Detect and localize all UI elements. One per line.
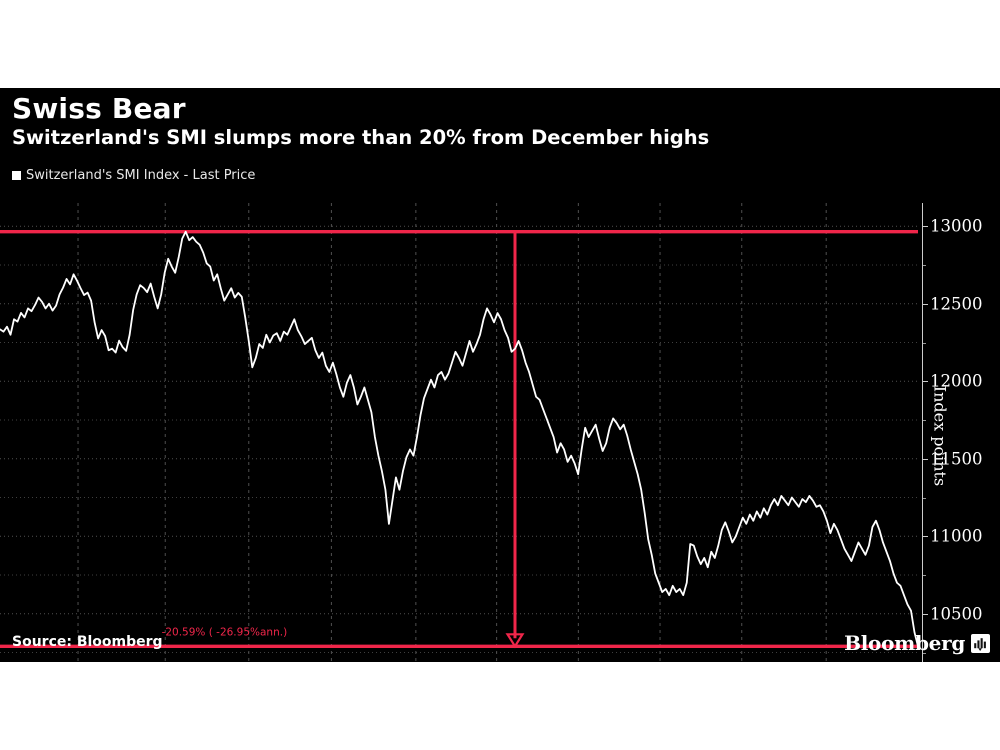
chart-footer: Source: Bloomberg Bloomberg [0, 628, 1000, 662]
chart-subtitle: Switzerland's SMI slumps more than 20% f… [12, 126, 710, 150]
y-tick-mark [922, 303, 928, 305]
series-line-smi [0, 230, 918, 648]
gridlines-major [0, 225, 918, 615]
y-tick-label: 11000 [930, 526, 983, 546]
y-minor-tick-mark [922, 265, 926, 266]
y-axis: Index points 10500 11000 11500 12000 12500 13… [922, 203, 992, 662]
y-tick-label: 12000 [930, 371, 983, 391]
y-minor-tick-mark [922, 420, 926, 421]
plot-area: -20.59% ( -26.95%ann.) [0, 203, 918, 662]
y-tick-mark [922, 613, 928, 615]
gridlines-minor [0, 264, 918, 653]
line-chart-svg: -20.59% ( -26.95%ann.) [0, 203, 918, 662]
drawdown-label: -20.59% ( -26.95%ann.) [162, 626, 288, 638]
y-tick-mark [922, 226, 928, 228]
page-title: Swiss Bear [12, 92, 186, 125]
chart-legend: Switzerland's SMI Index - Last Price [12, 168, 255, 183]
source-label: Source: Bloomberg [12, 634, 163, 650]
bloomberg-brand: Bloomberg [844, 631, 990, 655]
legend-series-label: Switzerland's SMI Index - Last Price [26, 168, 256, 183]
y-tick-mark [922, 458, 928, 460]
annotation-labels: -20.59% ( -26.95%ann.) [162, 626, 288, 638]
chart-annotations [0, 229, 918, 649]
y-minor-tick-mark [922, 652, 926, 654]
chart-card: Swiss Bear Switzerland's SMI slumps more… [0, 88, 1000, 662]
y-minor-tick-mark [922, 342, 926, 344]
bloomberg-logo-icon [971, 633, 990, 653]
brand-text: Bloomberg [844, 631, 965, 655]
y-tick-label: 12500 [930, 294, 983, 314]
y-minor-tick-mark [922, 497, 926, 499]
y-axis-spine [922, 203, 923, 662]
y-minor-tick-mark [922, 575, 926, 576]
y-tick-label: 10500 [930, 604, 983, 624]
y-tick-label: 13000 [930, 216, 983, 236]
y-tick-label: 11500 [930, 449, 983, 469]
y-tick-mark [922, 536, 928, 538]
gridlines-vertical [77, 203, 827, 662]
drawdown-arrow-head [505, 633, 525, 649]
y-tick-mark [922, 381, 928, 383]
chart-header: Swiss Bear Switzerland's SMI slumps more… [12, 94, 992, 149]
legend-swatch-icon [12, 171, 21, 180]
y-axis-title: Index points [930, 385, 950, 486]
